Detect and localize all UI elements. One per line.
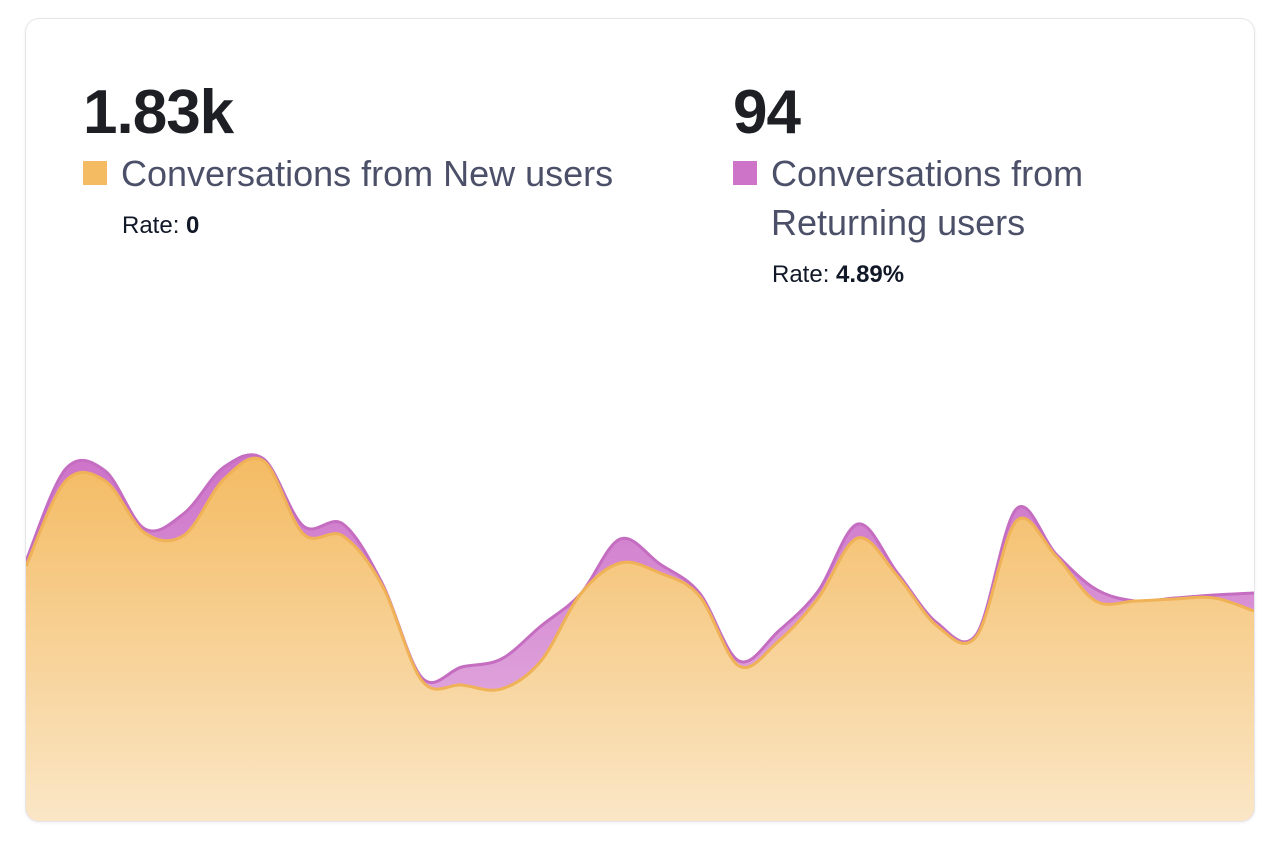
legend-swatch — [83, 161, 107, 185]
rate-value: 4.89% — [836, 261, 905, 288]
kpi-total: 94 — [733, 78, 801, 147]
area-line — [26, 453, 1254, 685]
area — [26, 458, 1254, 821]
chart — [26, 453, 1254, 821]
rate-title: Rate: — [772, 261, 830, 288]
kpi: 1.83k Conversations from New users Rate: 0 — [83, 77, 683, 240]
kpi-total: 1.83k — [83, 78, 234, 147]
kpi: 94 Conversations from Returning users Rate… — [733, 77, 1133, 289]
legend-swatch — [733, 161, 757, 185]
kpi-rate: Rate: 0 — [122, 212, 683, 240]
legend-entry: Conversations from New users — [83, 149, 683, 198]
rate-value: 0 — [186, 212, 200, 239]
legend-label: Conversations from New users — [121, 153, 614, 194]
legend-label: Conversations from Returning users — [771, 153, 1084, 243]
area-line — [26, 456, 1254, 692]
rate-title: Rate: — [122, 212, 180, 239]
legend-entry: Conversations from Returning users — [733, 149, 1133, 247]
card: 1.83k Conversations from New users Rate: 0… — [25, 18, 1255, 822]
kpi-rate: Rate: 4.89% — [772, 261, 1133, 289]
